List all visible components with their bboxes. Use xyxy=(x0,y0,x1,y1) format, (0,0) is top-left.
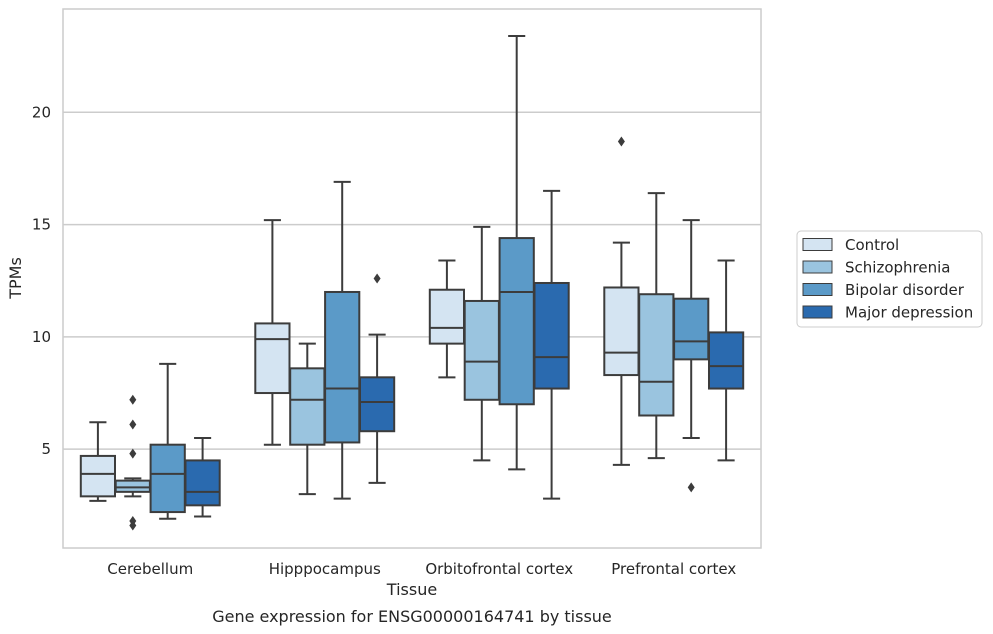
box-iqr xyxy=(254,322,291,395)
box-iqr xyxy=(149,443,186,514)
y-tick-label-15: 15 xyxy=(32,216,51,234)
x-axis-ticks: Cerebellum Hipppocampus Orbitofrontal cort… xyxy=(107,560,736,578)
outlier-point xyxy=(129,419,137,430)
box-iqr xyxy=(673,297,710,361)
outlier-point xyxy=(129,394,137,405)
box-iqr xyxy=(603,286,640,377)
box-3-1 xyxy=(428,259,466,379)
box-1-1 xyxy=(79,421,117,502)
box-iqr xyxy=(184,459,221,507)
legend-swatch-3 xyxy=(802,283,833,296)
box-iqr xyxy=(289,367,326,446)
box-iqr xyxy=(358,376,396,433)
box-3-3 xyxy=(498,34,535,471)
x-tick-label-3: Orbitofrontal cortex xyxy=(425,560,573,578)
outlier-point xyxy=(687,482,695,493)
legend: Control Schizophrenia Bipolar disorder Majo… xyxy=(796,230,983,328)
outlier-point xyxy=(373,273,381,284)
box-4-4 xyxy=(707,259,745,462)
y-tick-label-20: 20 xyxy=(32,103,51,121)
box-iqr xyxy=(533,281,570,390)
box-2-1 xyxy=(254,219,291,446)
legend-label-2: Schizophrenia xyxy=(845,259,950,277)
x-tick-label-4: Prefrontal cortex xyxy=(611,560,736,578)
box-2-4 xyxy=(358,273,396,484)
box-iqr xyxy=(463,299,500,401)
box-4-1 xyxy=(603,136,640,466)
box-iqr xyxy=(498,237,535,406)
legend-swatch-4 xyxy=(802,305,833,319)
box-iqr xyxy=(428,288,466,345)
y-axis-label: TPMs xyxy=(6,257,25,300)
box-iqr xyxy=(707,331,745,390)
box-1-4 xyxy=(184,436,221,518)
outlier-point xyxy=(129,448,137,459)
box-1-3 xyxy=(149,362,186,520)
y-tick-label-10: 10 xyxy=(32,328,51,346)
legend-swatch-1 xyxy=(802,238,833,251)
x-tick-label-2: Hipppocampus xyxy=(269,560,381,578)
x-axis-label: Tissue xyxy=(386,580,437,599)
box-iqr xyxy=(638,293,675,417)
box-iqr xyxy=(324,290,361,444)
outlier-point xyxy=(129,520,137,531)
legend-label-3: Bipolar disorder xyxy=(845,281,965,299)
box-iqr xyxy=(114,479,151,493)
box-2-3 xyxy=(324,180,361,500)
box-groups xyxy=(79,34,745,531)
legend-frame xyxy=(796,230,983,328)
box-iqr xyxy=(79,454,117,498)
y-tick-label-5: 5 xyxy=(41,440,51,458)
legend-label-4: Major depression xyxy=(845,304,973,322)
box-4-3 xyxy=(673,219,710,493)
box-3-2 xyxy=(463,225,500,462)
box-3-4 xyxy=(533,189,570,500)
chart-caption: Gene expression for ENSG00000164741 by t… xyxy=(212,607,612,626)
y-axis-ticks: 5 10 15 20 xyxy=(32,103,51,458)
legend-swatch-2 xyxy=(802,260,833,274)
outlier-point xyxy=(617,136,625,147)
legend-label-1: Control xyxy=(845,236,899,254)
x-tick-label-1: Cerebellum xyxy=(107,560,193,578)
box-1-2 xyxy=(114,394,151,531)
